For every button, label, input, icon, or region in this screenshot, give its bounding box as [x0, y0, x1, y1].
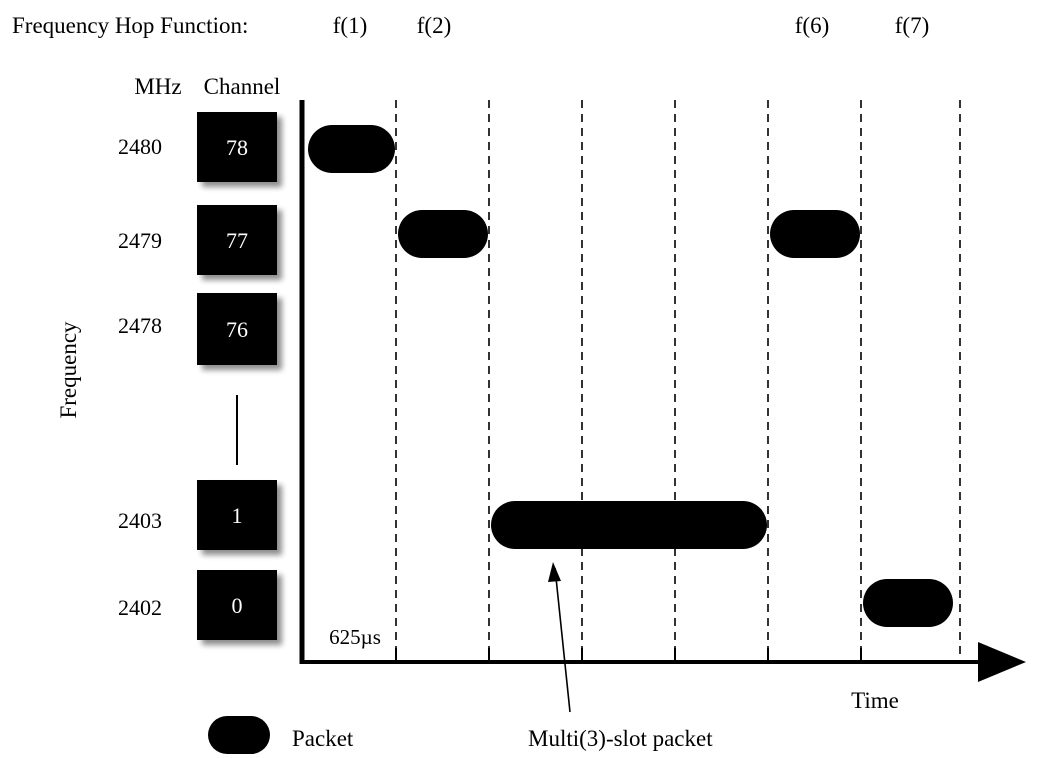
- hop-label-f1: f(1): [333, 13, 367, 38]
- multi-slot-arrowhead: [548, 562, 561, 582]
- channel-column-header: Channel: [204, 74, 281, 99]
- channel-number: 77: [226, 228, 248, 253]
- time-axis-label: Time: [851, 688, 899, 713]
- hop-label-f2: f(2): [417, 13, 451, 38]
- channel-row: 2402 0: [118, 570, 277, 640]
- packet: [863, 579, 953, 627]
- slot-boundaries: [395, 100, 961, 662]
- mhz-value: 2403: [118, 508, 162, 533]
- packet-legend-icon: [208, 716, 270, 754]
- channel-number: 0: [232, 593, 243, 618]
- channel-box: [197, 205, 277, 275]
- channel-box: [197, 112, 277, 182]
- packet-legend-label: Packet: [292, 726, 354, 751]
- slot-duration-label: 625µs: [329, 625, 381, 649]
- packet: [308, 125, 395, 173]
- channel-number: 78: [226, 135, 248, 160]
- multi-slot-packet: [491, 501, 767, 549]
- frequency-axis-label: Frequency: [56, 321, 81, 419]
- hop-function-label: Frequency Hop Function:: [12, 13, 248, 38]
- channel-number: 1: [232, 503, 243, 528]
- channel-box: [197, 570, 277, 640]
- channel-box: [197, 480, 277, 550]
- multi-slot-legend-label: Multi(3)-slot packet: [528, 726, 713, 751]
- mhz-column-header: MHz: [134, 74, 181, 99]
- channel-box: [197, 293, 277, 365]
- channel-row: 2478 76: [118, 293, 277, 365]
- multi-slot-arrow: [554, 567, 571, 713]
- packets: [308, 125, 953, 627]
- mhz-value: 2478: [118, 313, 162, 338]
- mhz-value: 2402: [118, 595, 162, 620]
- packet: [398, 210, 488, 258]
- packet: [770, 210, 860, 258]
- channel-row: 2479 77: [118, 205, 277, 275]
- hop-label-f6: f(6): [795, 13, 829, 38]
- channel-number: 76: [226, 317, 248, 342]
- mhz-value: 2479: [118, 228, 162, 253]
- mhz-value: 2480: [118, 134, 162, 159]
- channel-row: 2480 78: [118, 112, 277, 182]
- channel-row: 2403 1: [118, 480, 277, 550]
- hop-label-f7: f(7): [895, 13, 929, 38]
